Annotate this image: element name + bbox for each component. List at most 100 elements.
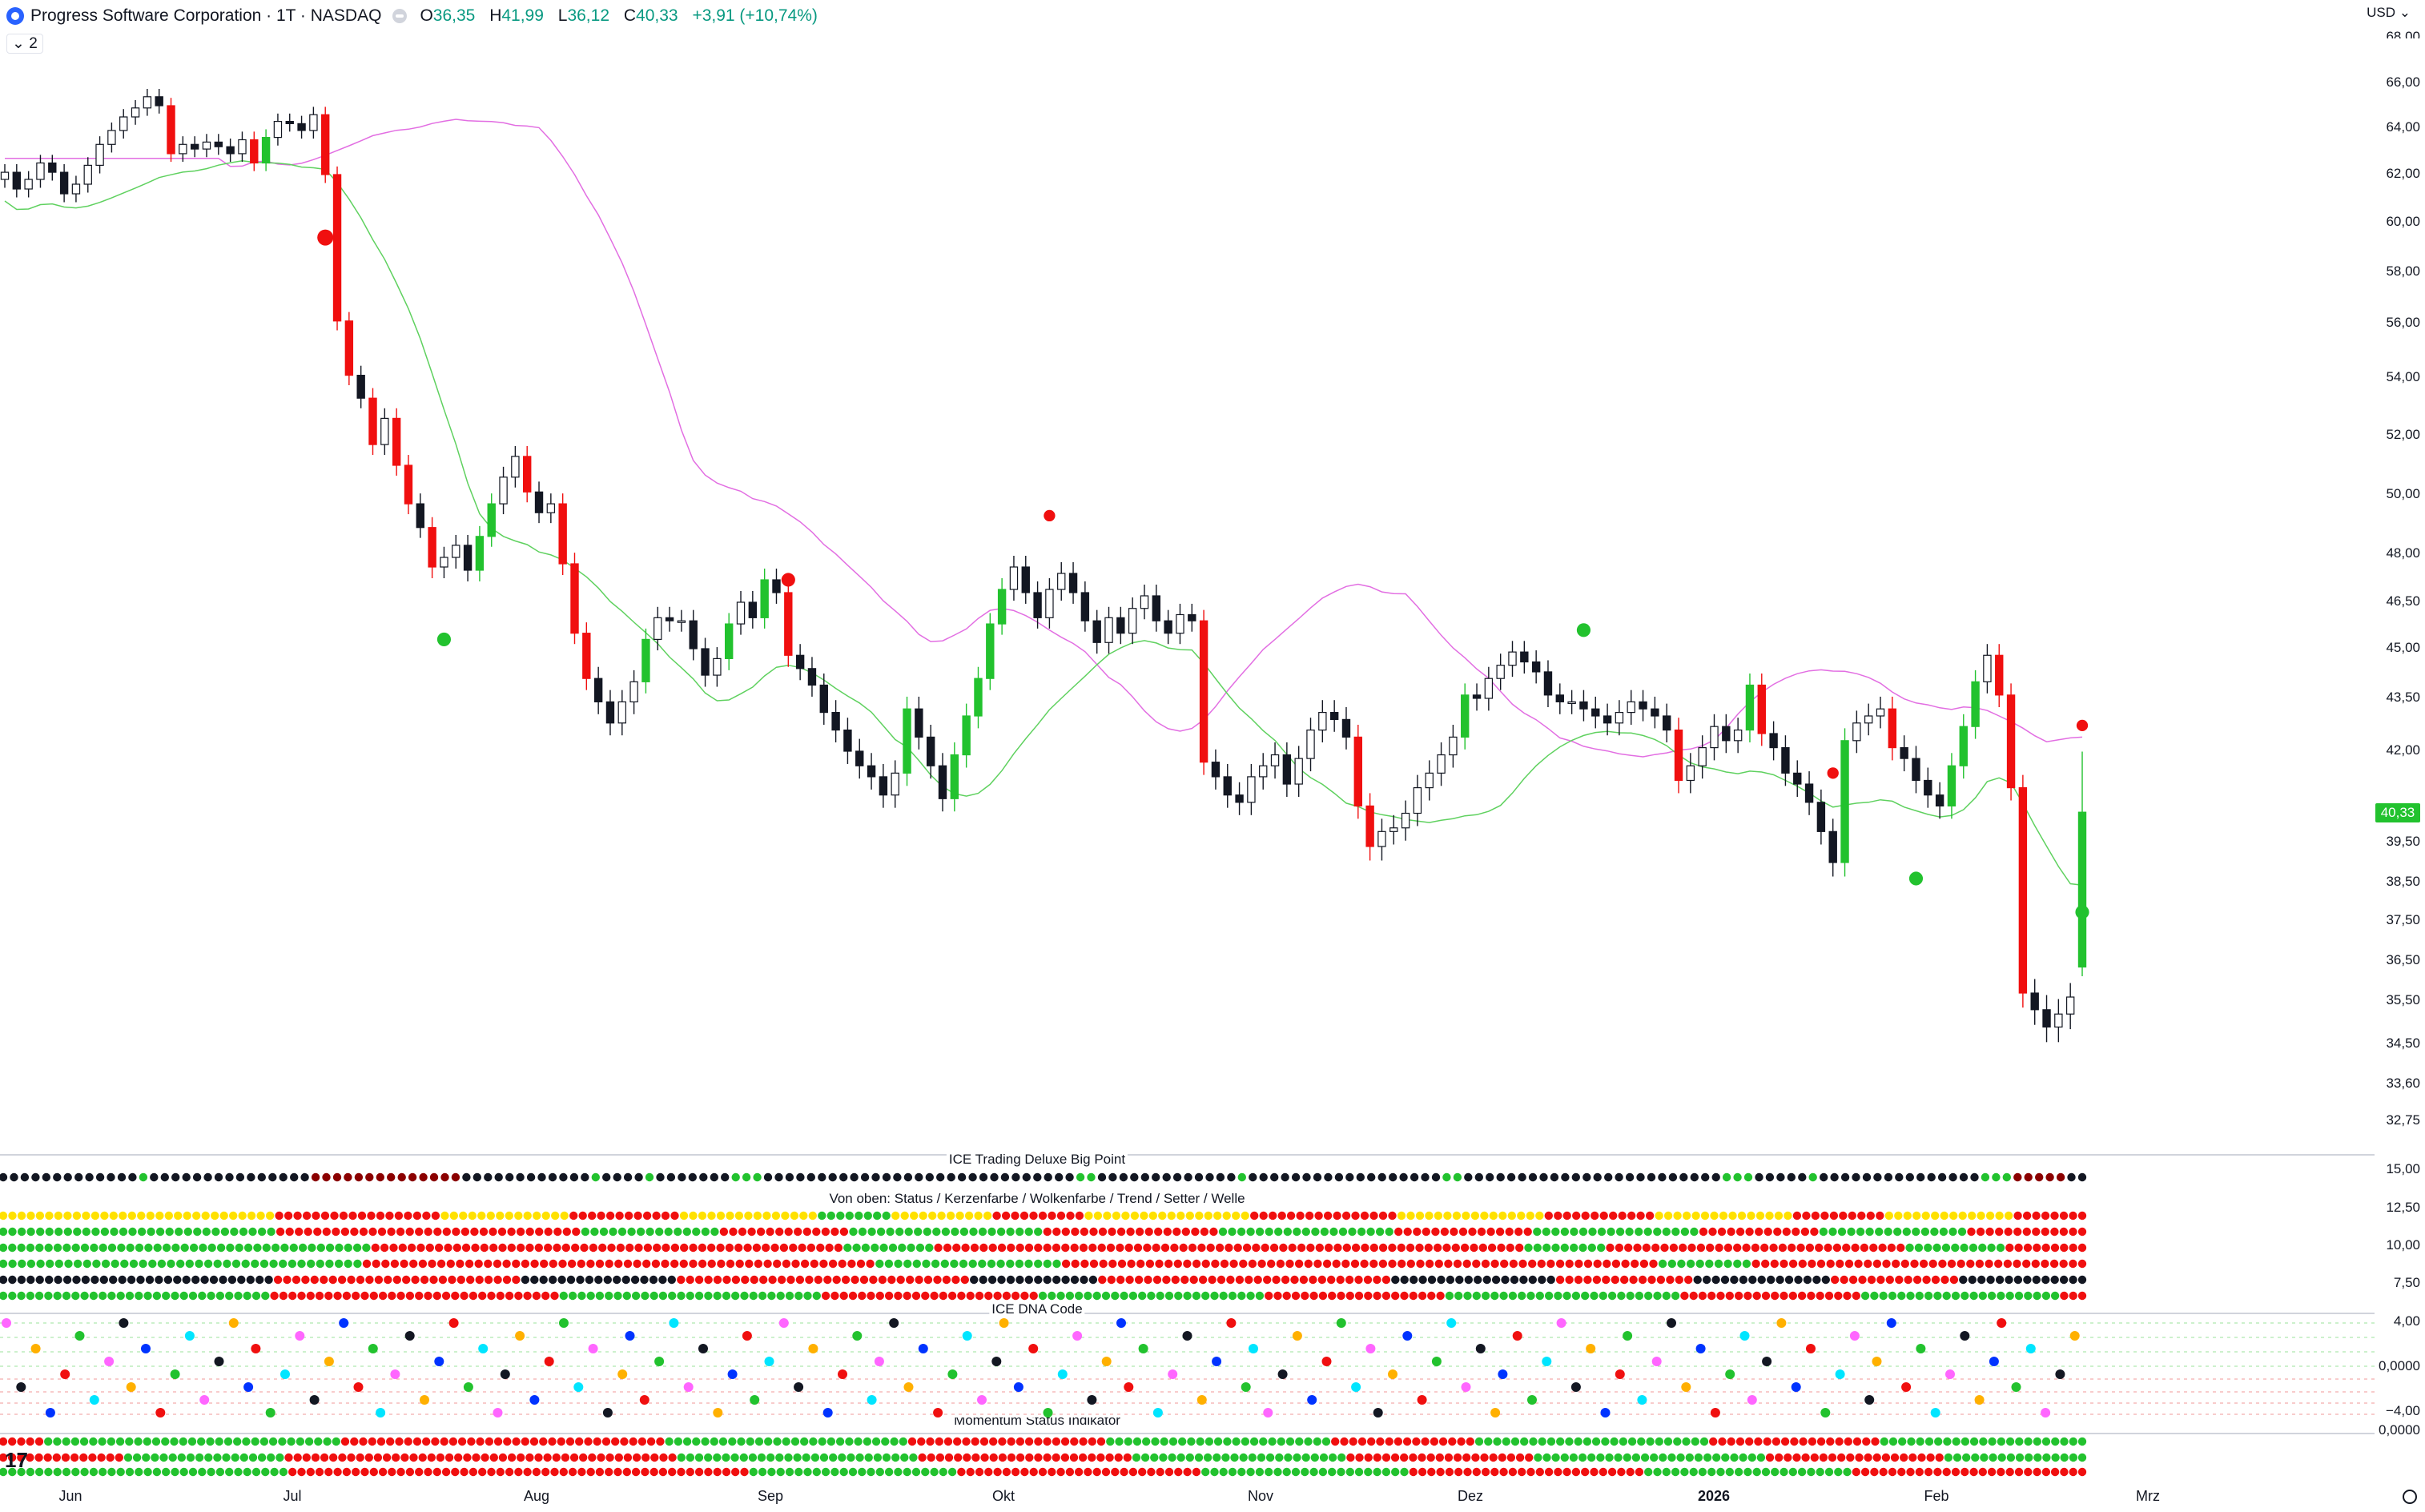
status-dot: [1200, 1227, 1209, 1237]
status-dot: [1290, 1275, 1299, 1285]
status-dot: [631, 1291, 641, 1301]
status-dot: [1296, 1211, 1305, 1220]
momentum-dot: [161, 1437, 170, 1446]
status-dot: [1099, 1259, 1108, 1269]
status-dot: [716, 1211, 726, 1220]
status-dot: [930, 1291, 939, 1301]
status-dot: [839, 1291, 848, 1301]
momentum-dot: [1345, 1467, 1355, 1477]
status-dot: [1939, 1227, 1948, 1237]
candle-body: [701, 648, 710, 676]
momentum-dot: [62, 1437, 70, 1446]
momentum-dot: [1578, 1453, 1587, 1462]
status-dot: [1452, 1211, 1462, 1220]
momentum-dot: [579, 1453, 588, 1462]
status-dot: [1629, 1275, 1638, 1285]
momentum-dot: [1147, 1467, 1156, 1477]
status-dot: [740, 1291, 749, 1301]
status-dot: [766, 1227, 774, 1237]
tradingview-logo[interactable]: 17: [5, 1448, 28, 1472]
symbol-title[interactable]: Progress Software Corporation · 1T · NAS…: [30, 6, 382, 25]
status-dot: [1544, 1291, 1554, 1301]
momentum-dot: [659, 1453, 668, 1462]
status-dot: [461, 1243, 471, 1253]
momentum-dot: [1997, 1453, 2006, 1462]
status-dot: [1574, 1259, 1583, 1269]
big-point-dot: [1033, 1172, 1042, 1182]
status-dot: [987, 1227, 996, 1237]
status-dot: [1381, 1275, 1391, 1285]
momentum-dot: [1685, 1453, 1694, 1462]
status-dot: [1424, 1243, 1434, 1253]
status-dot: [1052, 1243, 1061, 1253]
momentum-dot: [311, 1453, 320, 1462]
momentum-dot: [1268, 1437, 1277, 1446]
status-dot: [978, 1227, 987, 1237]
momentum-dot: [601, 1437, 611, 1446]
status-dot: [1671, 1291, 1680, 1301]
status-dot: [1705, 1259, 1714, 1269]
status-dot: [279, 1291, 288, 1301]
momentum-dot: [1355, 1453, 1364, 1462]
momentum-dot: [1400, 1453, 1409, 1462]
status-dot: [143, 1291, 152, 1301]
status-dot: [816, 1243, 825, 1253]
big-point-dot: [1194, 1172, 1204, 1182]
status-dot: [344, 1243, 352, 1253]
momentum-dot: [694, 1453, 704, 1462]
status-dot: [73, 1259, 82, 1269]
big-point-dot: [1787, 1172, 1796, 1182]
momentum-dot: [1997, 1467, 2005, 1477]
status-dot: [1723, 1259, 1732, 1269]
status-dot: [479, 1227, 489, 1237]
candle-body: [1828, 830, 1837, 863]
status-dot: [1445, 1291, 1454, 1301]
status-dot: [649, 1275, 658, 1285]
dna-dot: [1446, 1318, 1457, 1328]
status-dot: [1888, 1291, 1897, 1301]
status-dot: [1551, 1243, 1560, 1253]
momentum-dot: [1989, 1453, 1997, 1462]
momentum-dot: [845, 1437, 854, 1446]
status-dot: [493, 1259, 502, 1269]
legend-toggle-button[interactable]: ⌄ 2: [6, 34, 43, 54]
status-dot: [188, 1291, 198, 1301]
currency-selector[interactable]: USD ⌄: [2367, 5, 2411, 20]
dna-dot: [742, 1331, 752, 1341]
momentum-dot: [1952, 1437, 1961, 1446]
big-point-dot: [1324, 1172, 1333, 1182]
visibility-icon[interactable]: [392, 9, 408, 23]
status-dot: [1481, 1259, 1490, 1269]
momentum-dot: [1835, 1437, 1844, 1446]
momentum-dot: [1249, 1437, 1259, 1446]
status-dot: [332, 1227, 340, 1237]
momentum-dot: [1246, 1467, 1255, 1477]
big-point-dot: [602, 1172, 611, 1182]
time-axis-label: Mrz: [2136, 1488, 2160, 1504]
status-dot: [2059, 1227, 2069, 1237]
momentum-dot: [338, 1453, 347, 1462]
settings-icon[interactable]: [2403, 1490, 2417, 1504]
status-dot: [586, 1291, 595, 1301]
big-point-dot: [1604, 1172, 1613, 1182]
status-dot: [1509, 1259, 1518, 1269]
momentum-dot: [1052, 1437, 1061, 1446]
dna-dot: [1886, 1318, 1896, 1328]
status-dot: [36, 1259, 45, 1269]
status-dot: [1163, 1227, 1172, 1237]
status-dot: [812, 1291, 821, 1301]
dna-dot: [1637, 1395, 1647, 1405]
status-dot: [1765, 1211, 1774, 1220]
candlestick-series[interactable]: [0, 89, 2087, 1043]
status-dot: [640, 1275, 649, 1285]
status-dot: [304, 1227, 312, 1237]
status-dot: [698, 1259, 707, 1269]
status-dot: [707, 1259, 716, 1269]
status-dot: [1422, 1227, 1431, 1237]
status-dot: [1315, 1243, 1325, 1253]
status-dot: [668, 1291, 677, 1301]
status-dot: [762, 1211, 771, 1220]
dna-dot: [794, 1382, 804, 1392]
dna-dot: [155, 1408, 166, 1418]
